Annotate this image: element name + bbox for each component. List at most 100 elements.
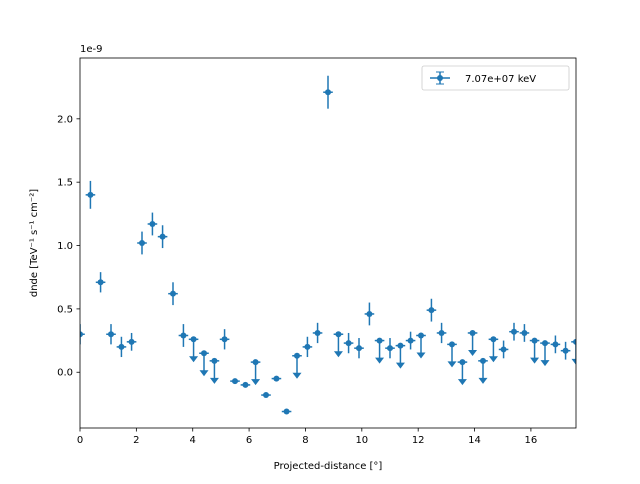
data-point	[540, 340, 550, 367]
data-marker	[449, 341, 455, 348]
upper-limit-arrow	[251, 379, 261, 386]
data-marker	[397, 342, 404, 349]
legend-marker	[430, 71, 450, 85]
data-marker	[335, 331, 342, 338]
x-tick-label: 16	[525, 435, 538, 446]
data-marker	[438, 329, 445, 336]
data-marker	[407, 337, 414, 344]
data-point	[281, 408, 292, 415]
data-marker	[459, 359, 466, 366]
data-point	[240, 381, 251, 388]
data-marker	[149, 220, 156, 227]
data-marker	[428, 307, 435, 314]
data-marker	[314, 329, 321, 336]
data-point	[364, 302, 375, 326]
x-tick-label: 0	[77, 435, 83, 446]
data-marker	[345, 340, 352, 347]
data-point	[560, 341, 571, 360]
upper-limit-arrow	[530, 357, 540, 364]
data-point	[95, 272, 106, 293]
data-marker	[118, 343, 125, 350]
data-marker	[170, 290, 176, 297]
data-marker	[573, 338, 576, 345]
data-point	[168, 282, 178, 306]
x-tick-label: 12	[412, 435, 425, 446]
data-point	[312, 322, 323, 344]
data-point	[509, 322, 519, 341]
data-point	[416, 332, 426, 359]
data-point	[250, 359, 261, 386]
data-point	[323, 75, 333, 109]
data-marker	[304, 343, 311, 350]
data-marker	[366, 310, 373, 317]
data-point	[405, 331, 416, 350]
data-marker	[469, 329, 476, 336]
data-point	[457, 359, 468, 386]
y-axis: 0.0 0.5 1.0 1.5 2.0	[57, 114, 80, 379]
x-tick-label: 6	[246, 435, 252, 446]
data-point	[157, 225, 168, 249]
data-marker	[511, 328, 517, 335]
legend-label: 7.07e+07 keV	[465, 74, 536, 85]
data-point	[478, 357, 488, 384]
data-marker	[283, 408, 290, 415]
data-marker	[325, 89, 331, 96]
y-offset-label: 1e-9	[80, 44, 103, 55]
data-marker	[201, 350, 207, 357]
y-tick-label: 1.0	[57, 241, 73, 252]
data-marker	[263, 392, 269, 399]
x-tick-label: 8	[302, 435, 308, 446]
data-marker	[211, 357, 218, 364]
data-marker	[97, 279, 104, 286]
data-marker	[521, 329, 528, 336]
upper-limit-arrow	[540, 360, 550, 367]
data-point	[147, 212, 158, 236]
data-marker	[128, 338, 135, 345]
data-point	[178, 324, 189, 347]
upper-limit-arrow	[375, 357, 385, 364]
data-marker	[221, 336, 228, 343]
data-marker	[190, 336, 197, 343]
data-point	[519, 324, 530, 342]
data-point	[188, 336, 199, 363]
data-point	[209, 357, 220, 384]
data-marker	[418, 332, 424, 339]
y-tick-label: 0.5	[57, 304, 73, 315]
data-marker	[500, 346, 507, 353]
data-point	[292, 352, 302, 379]
upper-limit-arrow	[478, 377, 488, 384]
data-point	[550, 335, 561, 354]
data-marker	[356, 345, 362, 352]
data-marker	[387, 345, 393, 352]
data-point	[529, 337, 540, 364]
data-marker	[139, 240, 145, 246]
y-tick-label: 1.5	[57, 178, 73, 189]
data-marker	[80, 331, 83, 338]
axes-frame	[79, 57, 577, 429]
upper-limit-arrow	[416, 352, 426, 359]
upper-limit-arrow	[189, 356, 199, 363]
x-tick-label: 14	[468, 435, 481, 446]
data-point	[354, 338, 364, 359]
data-marker	[252, 359, 259, 366]
data-point	[395, 342, 406, 369]
legend-box	[421, 65, 570, 91]
data-point	[571, 338, 576, 365]
data-point	[261, 392, 271, 399]
upper-limit-arrow	[447, 361, 457, 368]
data-point	[488, 336, 499, 363]
y-tick-label: 0.0	[57, 368, 73, 379]
upper-limit-arrow	[488, 356, 498, 363]
data-marker	[490, 336, 497, 343]
data-marker	[159, 233, 166, 240]
data-marker	[294, 352, 300, 359]
data-marker	[87, 191, 94, 198]
data-point	[385, 338, 395, 359]
y-axis-label: dnde [TeV⁻¹ s⁻¹ cm⁻²]	[29, 189, 40, 297]
upper-limit-arrow	[468, 349, 478, 356]
data-marker	[273, 375, 280, 382]
data-marker	[242, 381, 249, 388]
data-point	[116, 336, 127, 358]
data-marker	[376, 337, 383, 344]
